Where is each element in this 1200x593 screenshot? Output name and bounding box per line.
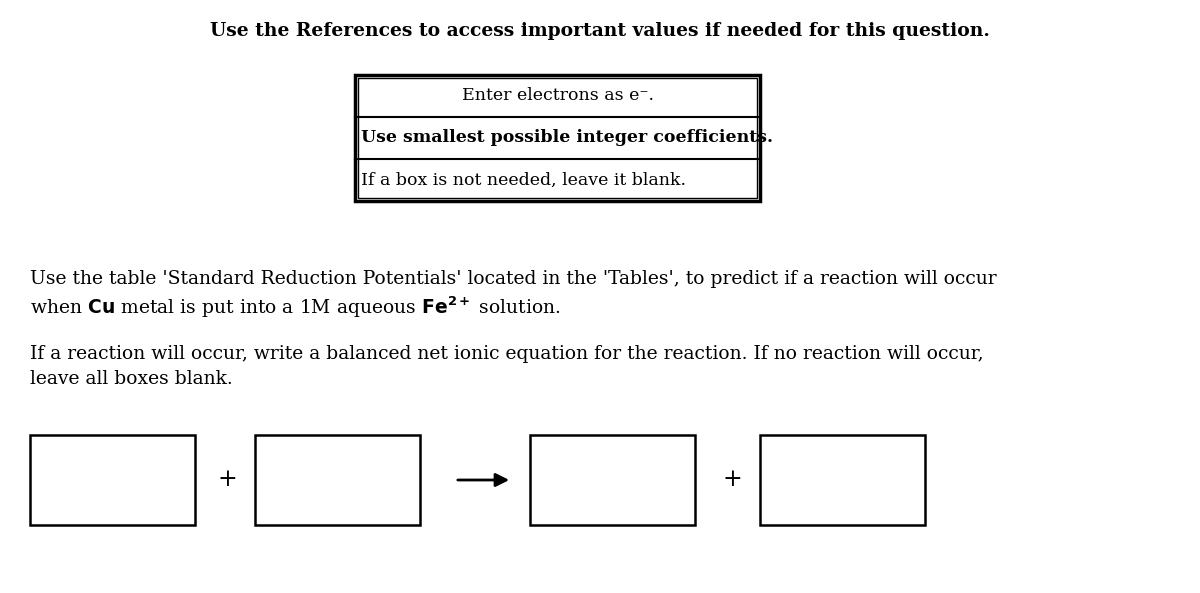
Text: Enter electrons as e⁻.: Enter electrons as e⁻. xyxy=(462,88,654,104)
Bar xyxy=(30,435,194,525)
Text: leave all boxes blank.: leave all boxes blank. xyxy=(30,370,233,388)
Text: when $\mathbf{Cu}$ metal is put into a 1M aqueous $\mathbf{Fe}^{\mathbf{2+}}$ so: when $\mathbf{Cu}$ metal is put into a 1… xyxy=(30,295,560,320)
Text: Use the References to access important values if needed for this question.: Use the References to access important v… xyxy=(210,22,990,40)
Text: Use smallest possible integer coefficients.: Use smallest possible integer coefficien… xyxy=(361,129,773,146)
Bar xyxy=(355,75,760,201)
Bar xyxy=(760,435,925,525)
Bar xyxy=(358,78,757,198)
Bar xyxy=(530,435,695,525)
Text: If a box is not needed, leave it blank.: If a box is not needed, leave it blank. xyxy=(361,171,686,189)
Text: +: + xyxy=(217,468,236,492)
Text: If a reaction will occur, write a balanced net ionic equation for the reaction. : If a reaction will occur, write a balanc… xyxy=(30,345,984,363)
Text: +: + xyxy=(722,468,742,492)
Text: Use the table 'Standard Reduction Potentials' located in the 'Tables', to predic: Use the table 'Standard Reduction Potent… xyxy=(30,270,997,288)
Bar xyxy=(256,435,420,525)
